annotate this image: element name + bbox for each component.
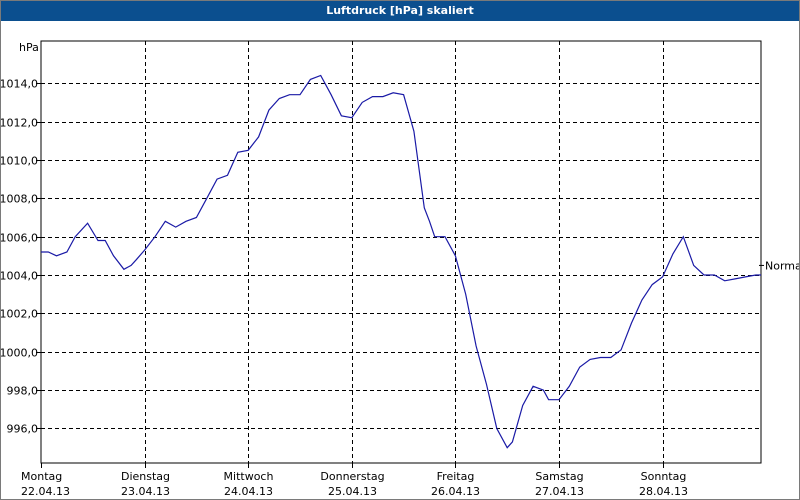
vertical-gridlines [145, 41, 664, 463]
y-axis-label: hPa [19, 41, 39, 54]
x-tick-date: 24.04.13 [224, 485, 273, 498]
x-tick-weekday: Sonntag [641, 470, 687, 483]
normal-reference-marker: Normal [759, 259, 799, 272]
y-tick-label: 1014,0 [1, 78, 38, 91]
y-tick-label: 1004,0 [1, 270, 38, 283]
y-tick-label: 1010,0 [1, 155, 38, 168]
normal-marker-label: Normal [765, 259, 799, 272]
x-axis-ticks: Montag 22.04.13 Dienstag 23.04.13 Mittwoch 24… [21, 463, 688, 498]
window-title: Luftdruck [hPa] skaliert [1, 1, 799, 21]
pressure-chart: 996,0 998,0 1000,0 1002,0 1004,0 1006,0 1008,0… [1, 40, 799, 498]
x-tick-date: 23.04.13 [121, 485, 170, 498]
x-tick-weekday: Freitag [437, 470, 475, 483]
y-tick-label: 998,0 [7, 385, 39, 398]
horizontal-gridlines [41, 83, 761, 429]
x-tick-date: 27.04.13 [535, 485, 584, 498]
x-tick-weekday: Mittwoch [224, 470, 274, 483]
x-tick-weekday: Samstag [535, 470, 583, 483]
y-tick-label: 1008,0 [1, 193, 38, 206]
y-tick-label: 1002,0 [1, 308, 38, 321]
x-tick-weekday: Donnerstag [320, 470, 384, 483]
x-tick-date: 22.04.13 [21, 485, 70, 498]
y-axis-ticks: 996,0 998,0 1000,0 1002,0 1004,0 1006,0 1008,0… [1, 78, 41, 436]
plot-area [40, 40, 762, 464]
y-tick-label: 1000,0 [1, 347, 38, 360]
y-tick-label: 1006,0 [1, 232, 38, 245]
x-tick-date: 28.04.13 [639, 485, 688, 498]
x-tick-weekday: Dienstag [121, 470, 170, 483]
y-tick-label: 1012,0 [1, 117, 38, 130]
x-tick-weekday: Montag [21, 470, 62, 483]
x-tick-date: 26.04.13 [431, 485, 480, 498]
x-tick-date: 25.04.13 [328, 485, 377, 498]
y-tick-label: 996,0 [7, 423, 39, 436]
pressure-series-line [41, 74, 761, 449]
